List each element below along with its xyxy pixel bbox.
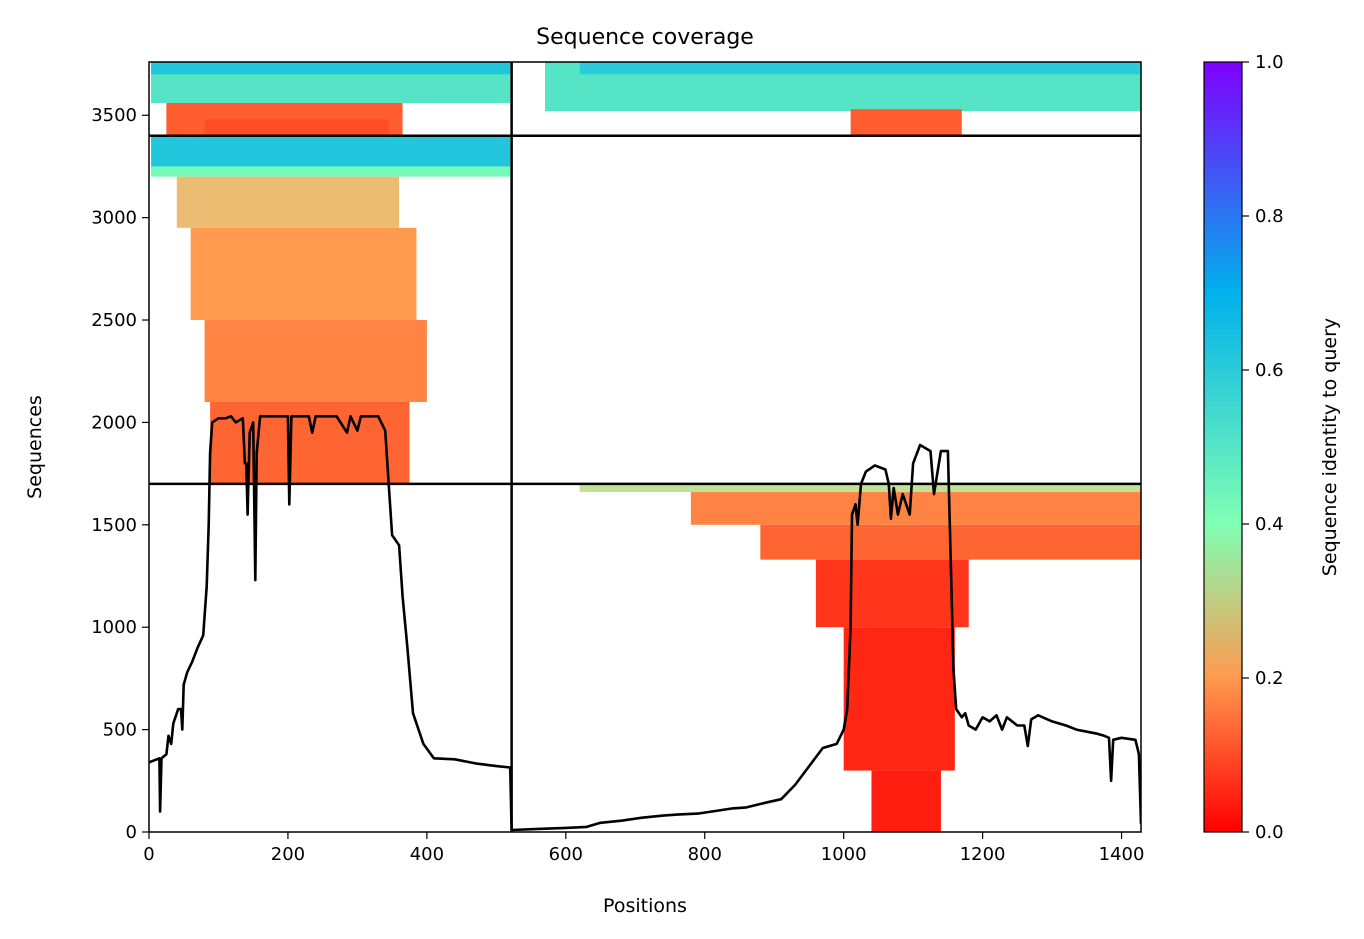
coverage-block-17 bbox=[843, 627, 955, 771]
coverage-block-11 bbox=[204, 320, 427, 402]
x-axis-label: Positions bbox=[603, 895, 687, 917]
y-tick-label: 3500 bbox=[91, 105, 137, 126]
colorbar bbox=[1203, 61, 1243, 833]
colorbar-label: Sequence identity to query bbox=[1319, 318, 1341, 576]
y-tick-label: 0 bbox=[126, 822, 137, 843]
coverage-block-12 bbox=[210, 401, 410, 484]
coverage-line bbox=[149, 414, 1141, 832]
y-tick-label: 2000 bbox=[91, 412, 137, 433]
x-axis: 0 200 400 600 800 1000 1200 1400 bbox=[143, 832, 1144, 865]
x-tick-label: 400 bbox=[410, 844, 444, 865]
coverage-block-1 bbox=[151, 62, 511, 75]
y-axis-label: Sequences bbox=[24, 395, 46, 499]
x-tick-label: 1200 bbox=[960, 844, 1006, 865]
x-tick-label: 1000 bbox=[821, 844, 867, 865]
x-tick-label: 0 bbox=[143, 844, 154, 865]
segment-boundaries bbox=[149, 62, 1141, 832]
colorbar-tick-label: 1.0 bbox=[1255, 52, 1284, 73]
y-axis: 0 500 1000 1500 2000 2500 3000 3500 bbox=[91, 105, 149, 843]
x-tick-label: 200 bbox=[271, 844, 305, 865]
coverage-block-9 bbox=[176, 176, 400, 228]
x-tick-label: 800 bbox=[688, 844, 722, 865]
colorbar-tick-label: 0.4 bbox=[1255, 514, 1284, 535]
chart-title: Sequence coverage bbox=[536, 25, 754, 50]
y-tick-label: 1500 bbox=[91, 515, 137, 536]
y-tick-label: 3000 bbox=[91, 208, 137, 229]
coverage-block-8 bbox=[151, 166, 511, 177]
x-tick-label: 1400 bbox=[1099, 844, 1145, 865]
coverage-block-14 bbox=[690, 492, 1141, 525]
colorbar-tick-label: 0.2 bbox=[1255, 668, 1284, 689]
colorbar-tick-label: 0.0 bbox=[1255, 822, 1284, 843]
coverage-block-16 bbox=[815, 559, 969, 628]
coverage-block-5 bbox=[579, 62, 1141, 75]
coverage-block-7 bbox=[151, 135, 511, 169]
coverage-heatmap bbox=[151, 62, 1141, 832]
x-tick-label: 600 bbox=[549, 844, 583, 865]
coverage-block-10 bbox=[190, 227, 417, 321]
coverage-block-6 bbox=[850, 109, 962, 136]
coverage-block-3 bbox=[204, 119, 389, 136]
colorbar-tick-label: 0.8 bbox=[1255, 206, 1284, 227]
y-tick-label: 1000 bbox=[91, 617, 137, 638]
colorbar-tick-label: 0.6 bbox=[1255, 360, 1284, 381]
coverage-block-18 bbox=[871, 770, 941, 832]
plot-frame bbox=[148, 61, 1142, 833]
y-tick-label: 2500 bbox=[91, 310, 137, 331]
coverage-line-layer bbox=[149, 414, 1141, 832]
y-tick-label: 500 bbox=[103, 720, 137, 741]
colorbar-axis: 0.0 0.2 0.4 0.6 0.8 1.0 bbox=[1242, 52, 1284, 843]
